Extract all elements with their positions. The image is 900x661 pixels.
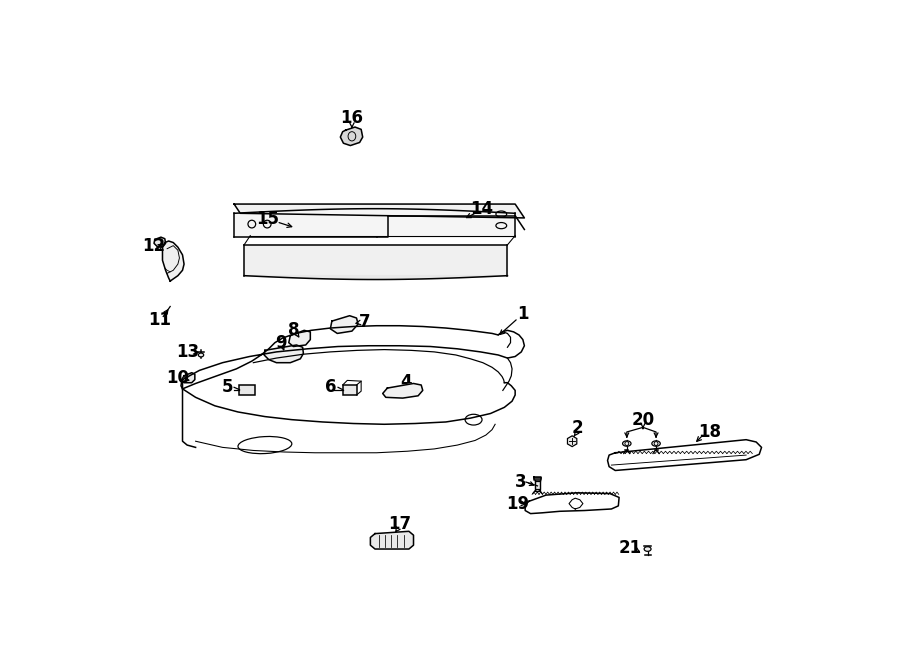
Text: 14: 14 — [471, 200, 493, 217]
Polygon shape — [340, 127, 363, 145]
Ellipse shape — [652, 441, 661, 446]
Polygon shape — [526, 493, 619, 514]
Text: 11: 11 — [148, 311, 171, 329]
Text: 12: 12 — [141, 237, 165, 255]
Text: 9: 9 — [275, 334, 287, 352]
Text: 17: 17 — [388, 516, 411, 533]
Polygon shape — [371, 531, 413, 549]
Polygon shape — [234, 204, 525, 218]
Polygon shape — [330, 316, 358, 333]
Ellipse shape — [644, 547, 651, 551]
Polygon shape — [608, 440, 761, 471]
Polygon shape — [536, 480, 540, 490]
Text: 19: 19 — [507, 494, 530, 512]
Polygon shape — [181, 326, 525, 389]
Polygon shape — [154, 237, 166, 247]
Text: 6: 6 — [326, 378, 337, 397]
Text: 1: 1 — [518, 305, 528, 323]
Ellipse shape — [198, 353, 203, 357]
Text: 15: 15 — [256, 210, 279, 227]
Text: 4: 4 — [400, 373, 411, 391]
Text: 18: 18 — [698, 423, 721, 441]
Polygon shape — [289, 330, 310, 346]
Bar — [239, 385, 255, 395]
Text: 16: 16 — [340, 109, 364, 127]
Text: 5: 5 — [222, 378, 234, 397]
Text: 21: 21 — [619, 539, 643, 557]
Polygon shape — [244, 245, 508, 276]
Text: 7: 7 — [359, 313, 371, 331]
Text: 20: 20 — [632, 411, 654, 430]
Polygon shape — [244, 276, 508, 280]
Text: 2: 2 — [572, 419, 583, 437]
Text: 10: 10 — [166, 369, 189, 387]
Text: 13: 13 — [176, 343, 200, 361]
Ellipse shape — [623, 441, 631, 446]
Polygon shape — [382, 383, 423, 398]
Polygon shape — [264, 345, 303, 363]
Polygon shape — [163, 241, 184, 281]
Polygon shape — [234, 209, 515, 237]
Bar — [343, 385, 356, 395]
Polygon shape — [182, 373, 194, 383]
Text: 3: 3 — [515, 473, 526, 491]
Text: 8: 8 — [288, 321, 299, 339]
